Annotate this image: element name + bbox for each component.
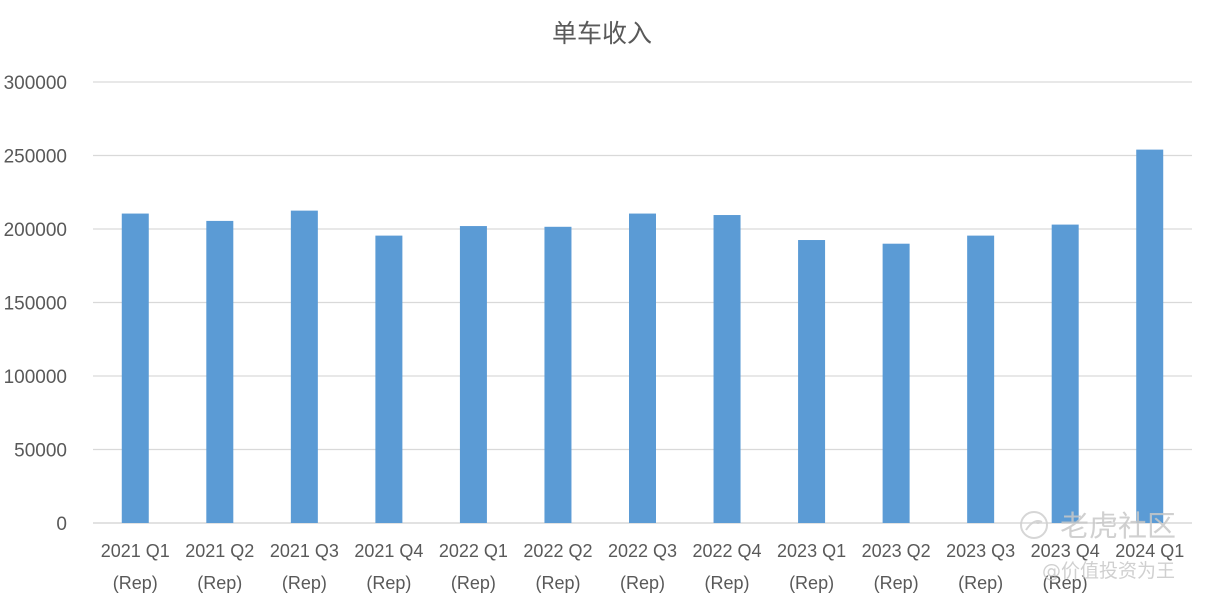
x-tick-label: (Rep) (958, 573, 1003, 593)
x-tick-label: 2023 Q3 (946, 541, 1015, 561)
y-tick-label: 200000 (4, 220, 67, 241)
x-tick-label: (Rep) (113, 573, 158, 593)
bar (206, 220, 234, 524)
watermark-user: @价值投资为王 (1042, 560, 1175, 582)
bar (629, 213, 656, 523)
x-tick-label: (Rep) (705, 573, 750, 593)
x-tick-label: 2022 Q3 (608, 541, 677, 561)
x-tick-label: (Rep) (197, 573, 242, 593)
x-tick-label: 2021 Q2 (185, 541, 254, 561)
x-tick-label: (Rep) (1043, 573, 1088, 593)
bar (798, 240, 826, 523)
y-tick-label: 250000 (4, 147, 67, 168)
watermark-brand: 老虎社区 (1060, 509, 1176, 543)
bar (882, 243, 910, 523)
x-tick-label: 2021 Q1 (101, 541, 170, 561)
x-tick-label: (Rep) (874, 573, 919, 593)
y-tick-label: 100000 (4, 367, 67, 388)
bar (375, 235, 403, 524)
x-tick-label: 2022 Q1 (439, 541, 508, 561)
chart-title: 单车收入 (552, 19, 652, 48)
x-tick-label: (Rep) (620, 573, 665, 593)
y-axis-tick-labels: 0 50000 100000 150000 200000 250000 300000 (4, 73, 67, 535)
bar (1136, 149, 1164, 523)
bar (290, 210, 318, 523)
y-tick-label: 50000 (14, 441, 67, 462)
bar (713, 215, 741, 523)
bar (544, 226, 572, 524)
watermark: 老虎社区 @价值投资为王 (1020, 509, 1176, 582)
x-tick-label: 2023 Q2 (862, 541, 931, 561)
x-tick-label: (Rep) (451, 573, 496, 593)
x-axis-tick-labels: 2021 Q1 (Rep) 2021 Q2 (Rep) 2021 Q3 (Rep) 2021… (101, 541, 1185, 593)
x-tick-label: (Rep) (535, 573, 580, 593)
y-tick-label: 300000 (4, 73, 67, 94)
x-tick-label: 2021 Q4 (354, 541, 423, 561)
bar (967, 235, 995, 524)
x-tick-label: 2024 Q1 (1115, 541, 1184, 561)
tiger-logo-icon (1020, 511, 1048, 539)
x-tick-label: 2023 Q4 (1031, 541, 1100, 561)
x-tick-label: 2022 Q2 (523, 541, 592, 561)
y-tick-label: 150000 (4, 294, 67, 315)
bar (459, 226, 487, 523)
bars (121, 149, 1164, 524)
x-tick-label: 2021 Q3 (270, 541, 339, 561)
x-tick-label: 2023 Q1 (777, 541, 846, 561)
bar (121, 213, 149, 523)
y-tick-label: 0 (56, 514, 67, 535)
x-tick-label: (Rep) (789, 573, 834, 593)
x-tick-label: 2022 Q4 (693, 541, 762, 561)
x-tick-label: (Rep) (282, 573, 327, 593)
x-tick-label: (Rep) (366, 573, 411, 593)
bar (1051, 224, 1079, 523)
